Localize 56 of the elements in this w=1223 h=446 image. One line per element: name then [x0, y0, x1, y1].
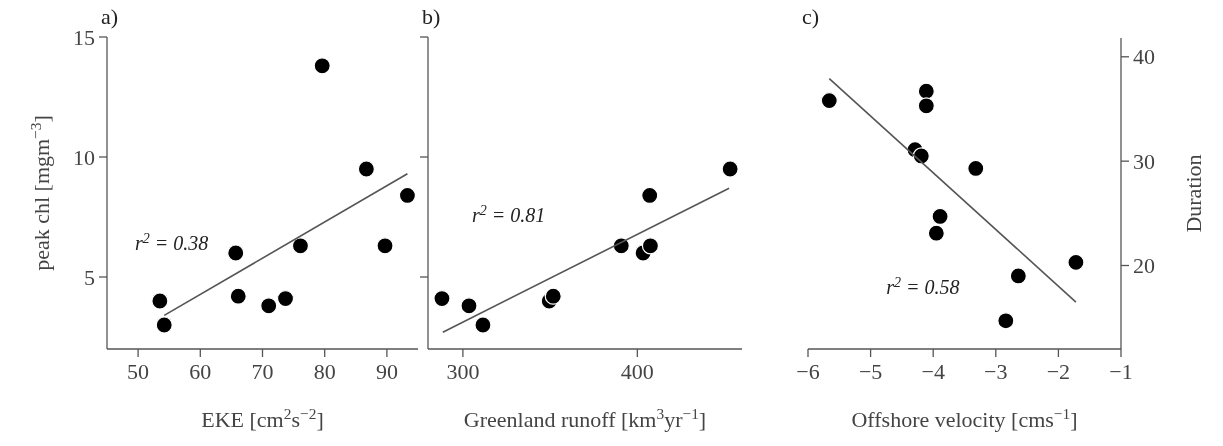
point — [917, 97, 935, 115]
point — [155, 316, 173, 334]
y2-tick-label: 40 — [1133, 44, 1155, 70]
x-tick-label: 50 — [127, 359, 150, 384]
x-tick-label: 400 — [620, 359, 654, 384]
point — [151, 292, 169, 310]
point — [276, 290, 295, 308]
x-tick-label: −5 — [858, 359, 883, 384]
point — [820, 92, 838, 110]
point — [1009, 267, 1027, 285]
chart-title: c) — [802, 4, 820, 29]
x-axis-title: Greenland runoff [km$^{3}$yr$^{−1}$] — [463, 404, 707, 432]
point — [721, 160, 739, 178]
x-tick-label: 300 — [446, 359, 480, 384]
annotation: r$^{2}$ = 0.58 — [886, 274, 960, 298]
x-tick-label: 90 — [375, 359, 398, 384]
x-tick-label: 60 — [189, 359, 212, 384]
point — [229, 287, 247, 305]
point — [313, 57, 331, 75]
x-tick-label: −4 — [921, 359, 945, 384]
y2-tick-label: 20 — [1133, 253, 1155, 279]
point — [227, 244, 245, 262]
annotation: r$^{2}$ = 0.38 — [134, 230, 209, 254]
point — [260, 297, 278, 315]
point — [641, 186, 659, 204]
point — [291, 237, 310, 255]
x-axis-title: Offshore velocity [cms$^{−1}$] — [851, 404, 1078, 432]
y2-tick-label: 30 — [1133, 148, 1155, 174]
point — [917, 82, 935, 100]
point — [460, 297, 478, 315]
point — [398, 186, 417, 204]
point — [544, 287, 562, 305]
chart-title: b) — [422, 4, 441, 29]
point — [433, 290, 451, 308]
point — [927, 224, 945, 242]
x-tick-label: −2 — [1046, 359, 1071, 384]
y-tick-label: 15 — [73, 24, 95, 50]
point — [997, 312, 1015, 330]
point — [376, 237, 394, 255]
point — [641, 237, 660, 255]
point — [357, 160, 375, 178]
y-tick-label: 5 — [84, 264, 95, 290]
x-tick-label: −6 — [796, 359, 820, 384]
x-axis-title: EKE [cm$^{2}$s$^{−2}$] — [201, 404, 324, 432]
point — [1067, 253, 1085, 271]
x-tick-label: −1 — [1109, 359, 1133, 384]
point — [967, 159, 985, 178]
chart-title: a) — [101, 4, 119, 29]
y-tick-label: 10 — [73, 144, 95, 170]
annotation: r$^{2}$ = 0.81 — [471, 202, 546, 226]
y2-axis-title: Duration — [1181, 154, 1206, 233]
x-tick-label: 70 — [251, 359, 274, 384]
x-tick-label: −3 — [984, 359, 1008, 384]
x-tick-label: 80 — [313, 359, 336, 384]
point — [474, 316, 492, 334]
point — [931, 207, 949, 226]
